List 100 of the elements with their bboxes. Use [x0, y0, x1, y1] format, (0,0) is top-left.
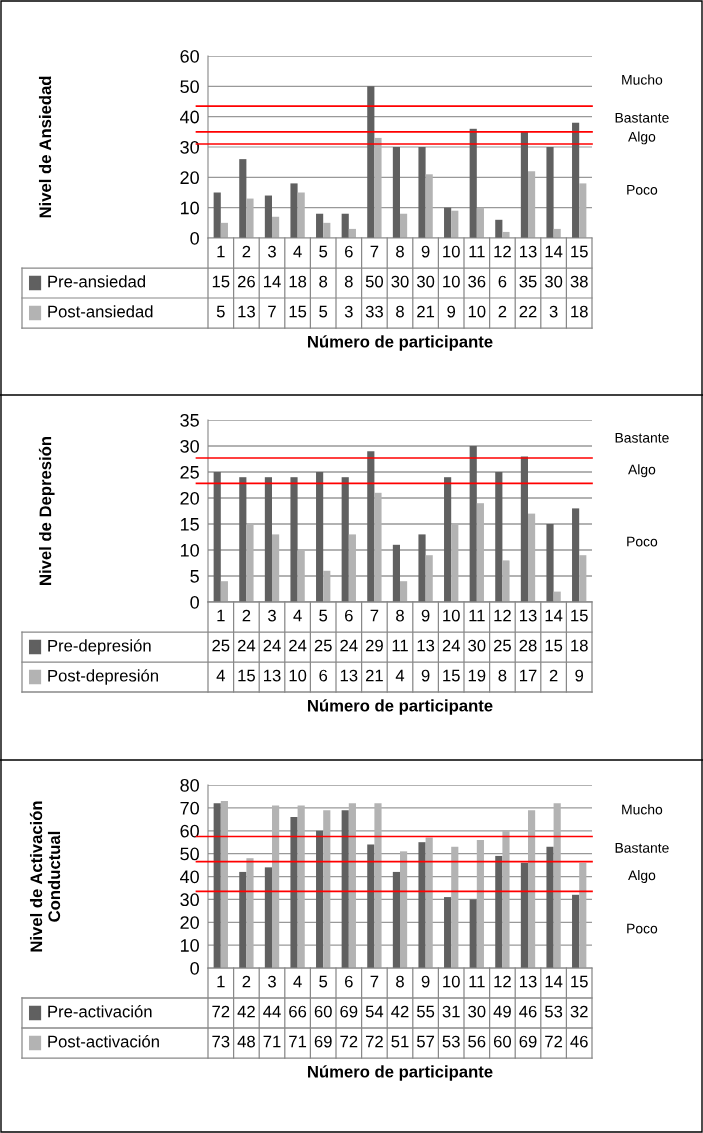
bar: [400, 851, 408, 968]
y-tick-label: 25: [180, 465, 199, 479]
data-label: 71: [289, 1035, 307, 1048]
data-label: 56: [468, 1035, 486, 1048]
bar: [341, 477, 349, 602]
data-label: 25: [314, 639, 332, 652]
bar: [425, 837, 433, 968]
x-tick-label: 5: [319, 975, 328, 988]
bar: [341, 213, 349, 238]
data-label: 14: [264, 275, 281, 288]
text: Poco: [627, 536, 658, 547]
data-label: 3: [344, 305, 353, 318]
x-tick-label: 2: [242, 609, 251, 622]
data-label: 30: [468, 639, 486, 652]
data-label: 19: [468, 669, 486, 682]
bar: [400, 213, 408, 238]
x-tick-label: 14: [545, 975, 563, 988]
data-label: 15: [238, 669, 255, 682]
bar: [418, 147, 426, 238]
bar: [546, 524, 554, 602]
data-label: 8: [498, 669, 507, 682]
x-tick-label: 6: [345, 245, 353, 258]
bar: [495, 472, 503, 602]
bar: [469, 128, 477, 238]
x-tick-label: 15: [571, 609, 588, 622]
data-label: 25: [212, 639, 230, 652]
data-label: 72: [365, 1035, 383, 1048]
data-label: 51: [391, 1035, 409, 1048]
bar: [367, 86, 375, 238]
legend-label: Post-depresión: [48, 669, 158, 685]
bar: [528, 171, 536, 238]
legend-label: Post-activación: [48, 1035, 159, 1048]
data-label: 13: [238, 305, 255, 318]
bar: [246, 524, 254, 602]
bar: [297, 805, 305, 968]
x-tick-label: 13: [520, 609, 537, 622]
bar: [444, 207, 452, 238]
bar: [546, 147, 554, 238]
bar: [425, 174, 433, 238]
x-tick-label: 4: [293, 245, 302, 258]
data-label: 24: [237, 639, 256, 652]
data-label: 69: [340, 1005, 358, 1018]
data-label: 7: [268, 305, 276, 318]
x-tick-label: 11: [469, 975, 485, 988]
y-tick-label: 10: [180, 939, 199, 952]
x-tick-label: 9: [421, 609, 430, 622]
bar: [476, 839, 484, 968]
x-tick-label: 5: [319, 245, 328, 258]
y-tick-label: 50: [180, 80, 199, 94]
data-label: 72: [545, 1035, 563, 1048]
bar: [290, 183, 298, 238]
y-axis-title: Nivel de Activación Conductual: [29, 801, 61, 952]
bar: [502, 231, 510, 238]
bar: [418, 842, 426, 968]
bar: [469, 899, 477, 968]
data-label: 17: [520, 669, 537, 682]
x-tick-label: 3: [268, 245, 276, 258]
bar: [246, 858, 254, 968]
bar: [316, 472, 324, 602]
y-tick-label: 70: [180, 801, 199, 815]
bar: [502, 830, 510, 968]
text: Bastante: [615, 433, 669, 443]
data-label: 2: [498, 305, 507, 318]
data-label: 24: [442, 639, 460, 652]
data-label: 46: [519, 1005, 537, 1018]
data-label: 21: [365, 669, 383, 682]
y-tick-label: 20: [180, 171, 199, 185]
data-label: 18: [571, 639, 588, 652]
bar: [213, 472, 221, 602]
data-label: 13: [264, 669, 281, 682]
data-label: 44: [263, 1005, 281, 1018]
data-label: 4: [395, 669, 405, 682]
data-label: 15: [289, 305, 307, 318]
bar: [400, 581, 408, 602]
text: Bastante: [615, 112, 669, 123]
data-label: 24: [289, 639, 307, 652]
data-label: 10: [289, 669, 307, 682]
data-label: 15: [443, 669, 460, 682]
bar: [348, 803, 356, 968]
bar: [290, 817, 298, 968]
x-tick-label: 9: [421, 975, 430, 988]
bar: [546, 846, 554, 968]
bar: [272, 534, 280, 602]
text: Poco: [627, 923, 658, 934]
y-tick-label: 10: [180, 201, 199, 215]
y-tick-label: 10: [180, 543, 199, 557]
data-label: 32: [570, 1005, 588, 1018]
x-tick-label: 3: [268, 975, 276, 988]
bar: [553, 803, 561, 968]
data-label: 25: [493, 639, 511, 652]
text: Poco: [627, 185, 658, 195]
text: Algo: [628, 870, 656, 883]
x-tick-label: 4: [293, 609, 302, 622]
data-label: 5: [319, 305, 328, 318]
x-tick-label: 8: [396, 975, 404, 988]
bar: [476, 207, 484, 238]
bar: [502, 560, 510, 602]
bar: [451, 210, 459, 238]
x-tick-label: 11: [469, 609, 485, 622]
y-tick-label: 0: [190, 961, 199, 975]
